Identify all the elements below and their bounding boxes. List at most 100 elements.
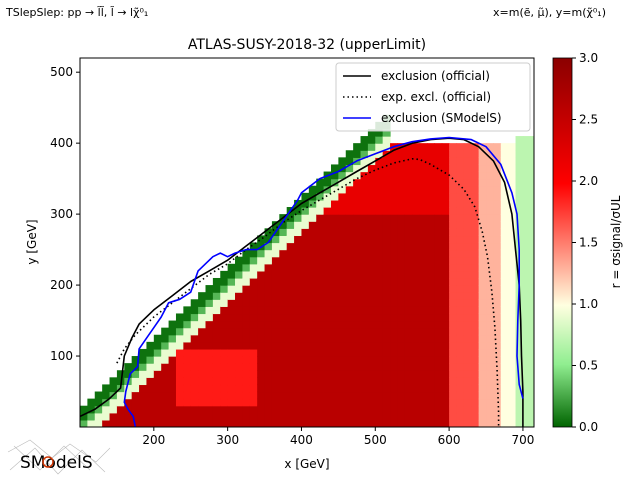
heatmap-cell [367, 313, 376, 322]
heatmap-cell [456, 384, 465, 393]
heatmap-cell [286, 341, 295, 350]
heatmap-cell [478, 348, 487, 357]
heatmap-cell [109, 405, 118, 414]
heatmap-cell [493, 256, 502, 265]
heatmap-cell [330, 306, 339, 315]
heatmap-cell [449, 235, 458, 244]
heatmap-cell [242, 334, 251, 343]
heatmap-cell [271, 412, 280, 421]
heatmap-cell [139, 398, 148, 407]
heatmap-cell [345, 419, 354, 427]
heatmap-cell [375, 242, 384, 251]
heatmap-cell [367, 341, 376, 350]
heatmap-cell [463, 419, 472, 427]
heatmap-cell [323, 391, 332, 400]
heatmap-cell [249, 419, 258, 427]
heatmap-cell [382, 136, 391, 144]
heatmap-cell [279, 306, 288, 315]
heatmap-cell [131, 405, 140, 414]
heatmap-cell [390, 214, 399, 222]
heatmap-cell [375, 285, 384, 293]
heatmap-cell [486, 377, 494, 386]
heatmap-cell [242, 391, 251, 400]
heatmap-cell [279, 249, 288, 258]
heatmap-cell [515, 405, 524, 414]
heatmap-cell [419, 214, 428, 222]
heatmap-cell [279, 242, 288, 251]
heatmap-cell [301, 363, 310, 371]
heatmap-cell [345, 214, 354, 222]
heatmap-cell [212, 313, 221, 322]
x-tick-label: 700 [511, 433, 534, 447]
heatmap-cell [227, 334, 236, 343]
heatmap-cell [330, 199, 339, 208]
heatmap-cell [426, 228, 435, 237]
heatmap-cell [412, 370, 421, 378]
heatmap-cell [486, 299, 494, 307]
heatmap-cell [308, 199, 317, 208]
heatmap-cell [397, 391, 406, 400]
heatmap-cell [220, 419, 229, 427]
heatmap-cell [486, 412, 494, 421]
heatmap-cell [323, 320, 332, 329]
heatmap-cell [279, 228, 288, 237]
heatmap-cell [212, 277, 221, 286]
heatmap-cell [390, 178, 399, 187]
heatmap-cell [301, 384, 310, 393]
heatmap-cell [323, 221, 332, 229]
heatmap-cell [301, 320, 310, 329]
heatmap-cell [198, 391, 207, 400]
heatmap-cell [390, 164, 399, 173]
heatmap-cell [301, 341, 310, 350]
heatmap-cell [426, 320, 435, 329]
heatmap-cell [205, 356, 214, 364]
heatmap-cell [124, 412, 133, 421]
heatmap-cell [434, 143, 443, 151]
heatmap-cell [316, 306, 325, 315]
heatmap-cell [330, 299, 339, 307]
heatmap-cell [463, 384, 472, 393]
heatmap-cell [316, 327, 325, 336]
heatmap-cell [308, 334, 317, 343]
heatmap-cell [249, 405, 258, 414]
heatmap-cell [375, 199, 384, 208]
heatmap-cell [212, 377, 221, 386]
heatmap-cell [426, 143, 435, 151]
heatmap-cell [449, 242, 458, 251]
heatmap-cell [434, 313, 443, 322]
heatmap-cell [500, 192, 509, 201]
heatmap-cell [412, 419, 421, 427]
heatmap-cell [124, 363, 133, 371]
heatmap-cell [367, 285, 376, 293]
heatmap-cell [301, 370, 310, 378]
heatmap-cell [382, 235, 391, 244]
heatmap-cell [478, 249, 487, 258]
heatmap-cell [330, 277, 339, 286]
heatmap-cell [323, 235, 332, 244]
heatmap-cell [426, 150, 435, 158]
heatmap-cell [168, 391, 177, 400]
heatmap-cell [367, 157, 376, 166]
heatmap-cell [426, 270, 435, 279]
heatmap-cell [271, 285, 280, 293]
heatmap-cell [426, 192, 435, 201]
heatmap-cell [257, 398, 266, 407]
heatmap-cell [198, 356, 207, 364]
heatmap-cell [456, 221, 465, 229]
heatmap-cell [375, 185, 384, 194]
heatmap-cell [227, 391, 236, 400]
heatmap-cell [353, 285, 362, 293]
heatmap-cell [249, 320, 258, 329]
heatmap-cell [397, 192, 406, 201]
heatmap-cell [345, 221, 354, 229]
heatmap-cell [316, 256, 325, 265]
heatmap-cell [308, 263, 317, 272]
heatmap-cell [271, 391, 280, 400]
heatmap-cell [308, 185, 317, 194]
heatmap-cell [500, 384, 509, 393]
heatmap-cell [404, 214, 413, 222]
heatmap-cell [168, 363, 177, 371]
heatmap-cell [530, 377, 534, 386]
heatmap-cell [271, 398, 280, 407]
heatmap-cell [168, 341, 177, 350]
